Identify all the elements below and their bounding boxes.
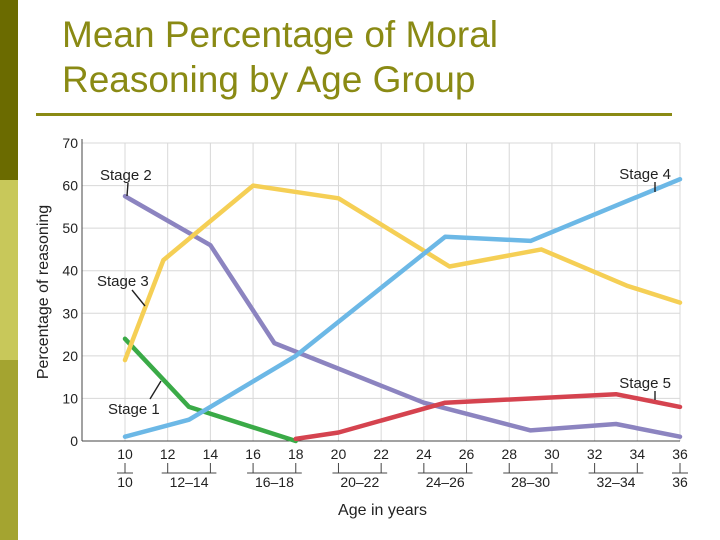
y-tick-label-70: 70 (62, 135, 78, 151)
series-label-stage-5: Stage 5 (619, 375, 671, 392)
x-tick-label-34: 34 (630, 446, 646, 462)
series-leader-stage-2 (126, 182, 129, 197)
y-tick-label-0: 0 (70, 433, 78, 449)
x-tick-label-30: 30 (544, 446, 560, 462)
age-group-12-14-label: 12–14 (170, 474, 209, 490)
y-tick-label-40: 40 (62, 263, 78, 279)
y-axis-title: Percentage of reasoning (35, 205, 52, 379)
y-tick-label-10: 10 (62, 390, 78, 406)
age-group-32-34-label: 32–34 (596, 474, 635, 490)
y-tick-label-50: 50 (62, 220, 78, 236)
series-line-stage-3 (122, 183, 683, 363)
age-group-16-18-label: 16–18 (255, 474, 294, 490)
x-axis-title: Age in years (338, 502, 427, 519)
x-tick-label-16: 16 (245, 446, 261, 462)
series-label-stage-3: Stage 3 (97, 273, 149, 290)
slide-title: Mean Percentage of Moral Reasoning by Ag… (62, 12, 682, 102)
x-tick-label-22: 22 (373, 446, 389, 462)
decor-bar-light (0, 180, 18, 360)
series-line-stage-4 (122, 176, 683, 439)
series-line-stage-2 (122, 193, 683, 439)
series-label-stage-2: Stage 2 (100, 167, 152, 184)
decor-bar-mid (0, 360, 18, 540)
y-tick-label-30: 30 (62, 305, 78, 321)
series-leader-stage-3 (131, 289, 146, 307)
age-group-28-30-label: 28–30 (511, 474, 550, 490)
x-tick-label-32: 32 (587, 446, 603, 462)
x-tick-label-28: 28 (501, 446, 517, 462)
slide-title-line-1: Mean Percentage of Moral (62, 14, 499, 55)
x-tick-label-20: 20 (331, 446, 347, 462)
age-group-20-22-label: 20–22 (340, 474, 379, 490)
slide-title-line-2: Reasoning by Age Group (62, 59, 476, 100)
x-tick-label-12: 12 (160, 446, 176, 462)
x-tick-label-14: 14 (203, 446, 219, 462)
age-group-10-label: 10 (117, 474, 133, 490)
x-tick-label-24: 24 (416, 446, 432, 462)
x-tick-label-18: 18 (288, 446, 304, 462)
y-tick-label-20: 20 (62, 348, 78, 364)
series-label-stage-1: Stage 1 (108, 401, 160, 418)
x-tick-label-10: 10 (117, 446, 133, 462)
x-tick-label-26: 26 (459, 446, 475, 462)
x-tick-label-36: 36 (672, 446, 688, 462)
age-group-36-label: 36 (672, 474, 688, 490)
series-label-stage-4: Stage 4 (619, 166, 671, 183)
series-line-stage-5 (293, 391, 683, 442)
age-group-24-26-label: 24–26 (426, 474, 465, 490)
decor-bar-dark (0, 0, 18, 180)
title-rule (36, 113, 672, 116)
y-tick-label-60: 60 (62, 178, 78, 194)
series-leader-stage-1 (149, 380, 162, 400)
